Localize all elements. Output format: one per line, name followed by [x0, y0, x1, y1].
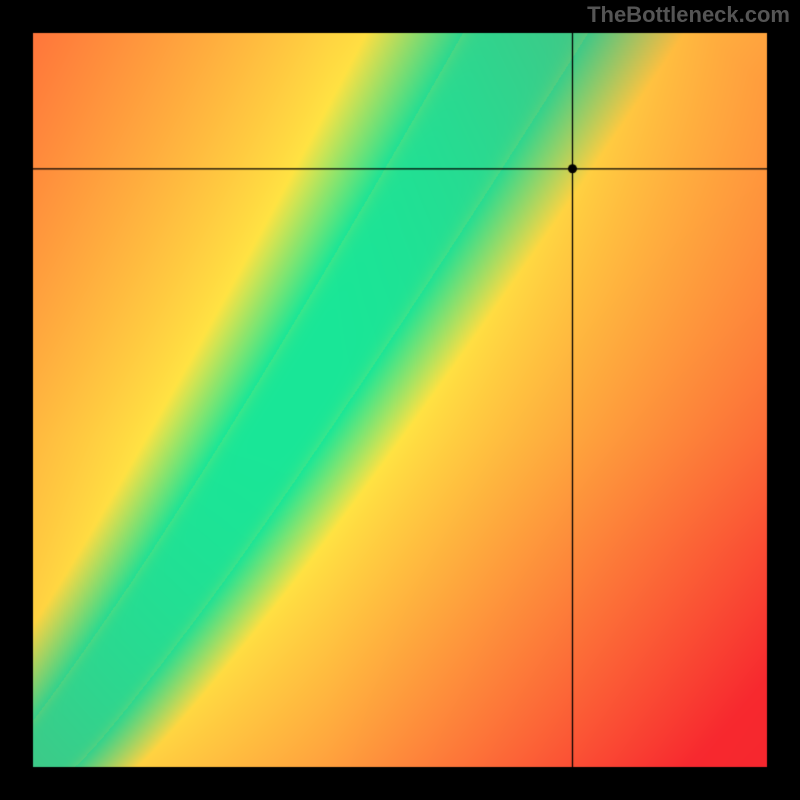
bottleneck-heatmap [0, 0, 800, 800]
chart-container: TheBottleneck.com [0, 0, 800, 800]
watermark-text: TheBottleneck.com [587, 2, 790, 28]
